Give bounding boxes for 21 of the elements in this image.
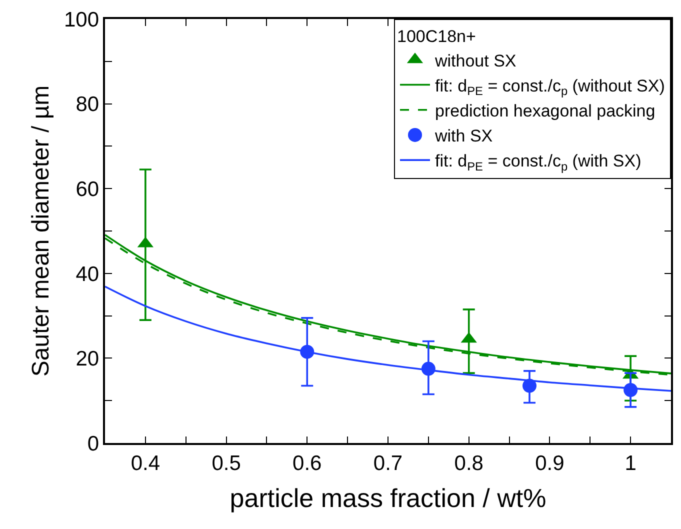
y-axis-title: Sauter mean diameter / µm (28, 85, 55, 377)
x-tick-label: 1 (624, 452, 636, 475)
legend-label: without SX (434, 51, 516, 70)
legend-label: prediction hexagonal packing (435, 101, 656, 120)
legend-label: fit: d$_{PE}$ = const./c$_{p}$ (without SX) (435, 76, 665, 98)
legend-label: fit: d$_{PE}$ = const./c$_{p}$ (with SX) (435, 152, 642, 174)
y-tick-label: 80 (76, 93, 100, 116)
x-axis-title: particle mass fraction / wt% (230, 483, 546, 514)
x-tick-label: 0.8 (454, 452, 484, 475)
legend-title: 100C18n+ (397, 27, 476, 46)
x-tick-label: 0.5 (212, 452, 241, 475)
y-tick-label: 60 (76, 178, 100, 201)
x-tick-label: 0.9 (535, 452, 564, 475)
x-tick-label: 0.4 (130, 452, 160, 475)
y-tick-label: 20 (76, 348, 100, 371)
y-tick-label: 100 (64, 8, 100, 32)
x-tick-label: 0.7 (373, 452, 403, 475)
x-tick-label: 0.6 (292, 452, 322, 475)
y-tick-label: 0 (87, 432, 100, 456)
legend-label: with SX (434, 126, 493, 146)
y-tick-label: 40 (76, 262, 100, 286)
